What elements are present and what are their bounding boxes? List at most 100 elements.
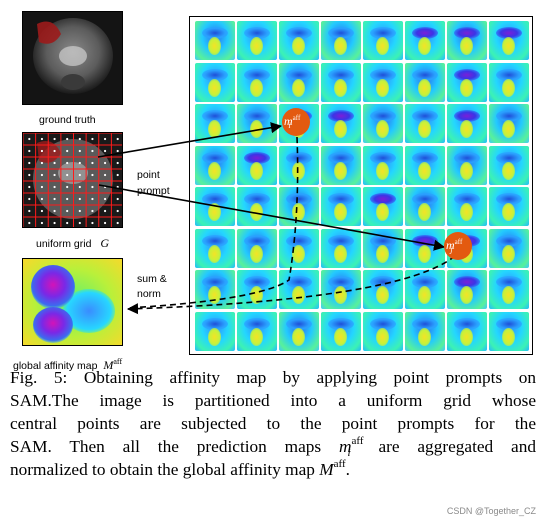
grid-center-point (116, 197, 119, 201)
grid-center-point (66, 197, 69, 201)
prediction-map-tile (489, 270, 529, 309)
prediction-map-tile (363, 311, 403, 351)
grid-center-point (103, 161, 107, 165)
caption-line-4-sub: i (347, 447, 351, 458)
global-affinity-symbol: M (103, 358, 114, 372)
uniform-grid-image (22, 132, 123, 228)
prediction-map-tile (363, 145, 403, 185)
grid-center-point (28, 221, 31, 225)
marker-i-sub: i (288, 121, 291, 131)
grid-center-point (91, 185, 94, 189)
caption-line-5-sup: aff (333, 458, 346, 470)
prediction-map-tile (195, 21, 235, 60)
prediction-map-tile (195, 62, 235, 102)
point-prompt-line1: point (137, 169, 160, 181)
grid-center-point (78, 209, 81, 213)
grid-center-point (91, 209, 94, 213)
grid-center-point (116, 173, 119, 177)
grid-center-point (103, 185, 107, 189)
prediction-map-tile (195, 145, 235, 185)
prediction-map-tile (321, 104, 361, 143)
prediction-map-tile (195, 270, 235, 309)
grid-center-point (116, 149, 119, 153)
prediction-map-tile (195, 104, 235, 143)
prediction-map-tile (279, 21, 319, 60)
grid-center-point (40, 137, 44, 141)
prediction-map-tile (237, 228, 277, 268)
grid-center-point (116, 185, 119, 189)
point-prompt-line2: prompt (137, 185, 170, 197)
grid-center-point (40, 221, 44, 225)
grid-center-point (78, 161, 81, 165)
uniform-grid-text: uniform grid (36, 238, 92, 250)
prediction-map-tile (279, 311, 319, 351)
uniform-grid-symbol: G (100, 236, 110, 250)
prediction-map-tile (405, 187, 445, 226)
sum-norm-line1: sum & (137, 273, 167, 285)
caption-line-4a: SAM. Then all the prediction maps (10, 437, 322, 456)
prediction-map-tile (447, 311, 487, 351)
prediction-map-tile (363, 228, 403, 268)
grid-center-point (28, 137, 31, 141)
prediction-map-tile (447, 62, 487, 102)
marker-i-label: maffi (284, 114, 300, 131)
prediction-map-tile (195, 228, 235, 268)
grid-center-point (103, 149, 107, 153)
global-affinity-map-text: global affinity map (13, 360, 98, 372)
prediction-map-tile (489, 21, 529, 60)
grid-center-point (40, 149, 44, 153)
prediction-map-tile (405, 104, 445, 143)
prediction-map-tile (237, 270, 277, 309)
grid-center-point (66, 173, 69, 177)
marker-i-symbol: m (284, 114, 293, 128)
grid-center-point (78, 197, 81, 201)
grid-center-point (40, 197, 44, 201)
prediction-map-tile (447, 104, 487, 143)
grid-center-point (53, 173, 56, 177)
global-affinity-map-label: global affinity map Maff (13, 356, 122, 372)
point-prompt-label: point prompt (137, 167, 170, 199)
grid-center-point (78, 173, 81, 177)
prediction-map-tile (279, 62, 319, 102)
prediction-map-tile (489, 228, 529, 268)
caption-line-5-symbol: M (319, 460, 334, 479)
marker-j-symbol: m (446, 238, 455, 252)
grid-center-point (40, 209, 44, 213)
caption-line-4: SAM. Then all the prediction maps maffi … (10, 435, 536, 459)
prediction-map-tile (405, 270, 445, 309)
caption-line-1: Fig. 5: Obtaining affinity map by applyi… (10, 368, 536, 387)
grid-center-point (78, 221, 81, 225)
caption-line-5a: normalized to obtain the global affinity… (10, 460, 315, 479)
prediction-map-tile (489, 145, 529, 185)
prediction-map-tile (363, 270, 403, 309)
grid-center-point (103, 197, 107, 201)
global-affinity-sup: aff (113, 357, 123, 366)
ground-truth-image (22, 11, 123, 105)
prediction-maps-grid (189, 16, 533, 355)
prediction-map-tile (447, 21, 487, 60)
prediction-map-tile (447, 270, 487, 309)
marker-i-sup: aff (292, 114, 301, 122)
prediction-map-tile (363, 21, 403, 60)
prediction-map-tile (405, 62, 445, 102)
grid-center-point (40, 173, 44, 177)
prediction-map-tile (363, 104, 403, 143)
grid-center-point (66, 149, 69, 153)
grid-center-point (91, 221, 94, 225)
prediction-map-tile (405, 21, 445, 60)
sum-norm-line2: norm (137, 288, 161, 300)
prediction-map-tile (279, 145, 319, 185)
prediction-map-tile (237, 104, 277, 143)
prediction-map-tile (321, 62, 361, 102)
prediction-map-tile (405, 311, 445, 351)
uniform-grid-label: uniform grid G (36, 237, 109, 250)
grid-center-point (66, 161, 69, 165)
prediction-map-tile (237, 21, 277, 60)
grid-center-point (28, 209, 31, 213)
prediction-map-tile (321, 270, 361, 309)
prediction-map-tile (321, 21, 361, 60)
grid-center-point (116, 161, 119, 165)
prediction-map-tile (489, 62, 529, 102)
grid-center-point (53, 197, 56, 201)
sum-norm-label: sum & norm (137, 272, 167, 302)
